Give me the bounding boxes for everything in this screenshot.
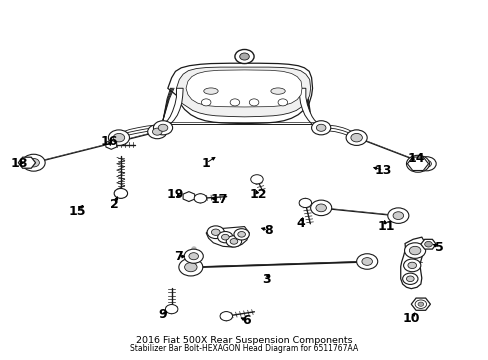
Circle shape	[165, 305, 178, 314]
Circle shape	[217, 231, 232, 243]
Circle shape	[346, 130, 366, 144]
Circle shape	[310, 200, 331, 216]
Text: 17: 17	[210, 193, 228, 206]
Circle shape	[392, 212, 403, 220]
Circle shape	[108, 130, 129, 145]
Circle shape	[278, 99, 287, 106]
Circle shape	[230, 239, 237, 244]
Text: 7: 7	[174, 251, 183, 264]
Circle shape	[237, 231, 245, 237]
Polygon shape	[407, 157, 427, 171]
Circle shape	[220, 312, 232, 321]
Polygon shape	[185, 70, 302, 107]
Circle shape	[194, 194, 206, 203]
Polygon shape	[156, 88, 183, 131]
Text: 5: 5	[434, 240, 443, 253]
Polygon shape	[299, 88, 326, 131]
Text: 1: 1	[202, 157, 210, 170]
Polygon shape	[299, 198, 310, 207]
Circle shape	[28, 158, 40, 167]
Circle shape	[407, 262, 416, 269]
Text: 16: 16	[101, 135, 118, 148]
Text: 14: 14	[407, 152, 424, 165]
Circle shape	[233, 229, 249, 240]
Circle shape	[221, 234, 229, 240]
Circle shape	[356, 254, 377, 269]
Text: 13: 13	[374, 164, 391, 177]
Circle shape	[403, 259, 420, 272]
Polygon shape	[106, 140, 117, 149]
Circle shape	[226, 236, 241, 247]
Polygon shape	[115, 189, 126, 198]
Text: 12: 12	[249, 188, 266, 201]
Circle shape	[411, 159, 423, 168]
Circle shape	[414, 300, 426, 309]
Text: 8: 8	[264, 224, 272, 237]
Polygon shape	[183, 192, 194, 202]
Ellipse shape	[270, 88, 285, 94]
Polygon shape	[206, 226, 249, 247]
Polygon shape	[167, 63, 312, 123]
Circle shape	[179, 258, 203, 276]
Circle shape	[406, 276, 413, 282]
Text: 4: 4	[296, 217, 305, 230]
Text: 15: 15	[69, 204, 86, 217]
Circle shape	[402, 273, 417, 284]
Text: 9: 9	[159, 308, 167, 321]
Circle shape	[184, 262, 197, 272]
Circle shape	[234, 49, 254, 64]
Circle shape	[249, 99, 258, 106]
Circle shape	[417, 302, 423, 306]
Text: Stabilizer Bar Bolt-HEXAGON Head Diagram for 6511767AA: Stabilizer Bar Bolt-HEXAGON Head Diagram…	[130, 344, 358, 353]
Circle shape	[299, 198, 311, 207]
Text: 19: 19	[166, 188, 183, 201]
Circle shape	[147, 125, 166, 139]
Circle shape	[311, 121, 330, 135]
Circle shape	[22, 154, 45, 171]
Circle shape	[316, 124, 325, 131]
Circle shape	[184, 249, 203, 263]
Circle shape	[406, 155, 428, 172]
Circle shape	[207, 226, 224, 239]
Text: 3: 3	[261, 273, 270, 286]
Text: 2: 2	[109, 198, 118, 211]
Polygon shape	[18, 157, 36, 168]
Ellipse shape	[203, 88, 218, 94]
Circle shape	[158, 124, 167, 131]
Circle shape	[421, 160, 430, 167]
Circle shape	[416, 157, 435, 171]
Circle shape	[201, 99, 210, 106]
Text: 10: 10	[402, 312, 419, 325]
Circle shape	[188, 253, 198, 260]
Circle shape	[315, 204, 326, 212]
Text: 18: 18	[11, 157, 28, 170]
Polygon shape	[252, 175, 261, 183]
Circle shape	[211, 229, 220, 235]
Circle shape	[153, 121, 172, 135]
Polygon shape	[195, 194, 205, 203]
Circle shape	[424, 242, 431, 247]
Circle shape	[351, 134, 361, 141]
Circle shape	[361, 258, 372, 265]
Circle shape	[346, 130, 366, 145]
Circle shape	[152, 128, 162, 135]
Circle shape	[114, 189, 127, 198]
Polygon shape	[166, 305, 177, 314]
Text: 6: 6	[242, 314, 250, 327]
Circle shape	[404, 243, 425, 258]
Circle shape	[113, 134, 124, 142]
Circle shape	[350, 134, 362, 142]
Circle shape	[408, 246, 420, 255]
Polygon shape	[400, 237, 425, 289]
Text: 11: 11	[377, 220, 394, 233]
Polygon shape	[176, 67, 310, 117]
Polygon shape	[221, 312, 231, 321]
Circle shape	[250, 175, 263, 184]
Polygon shape	[420, 239, 435, 249]
Circle shape	[239, 53, 249, 60]
Polygon shape	[410, 298, 429, 310]
Circle shape	[387, 208, 408, 224]
Text: 2016 Fiat 500X Rear Suspension Components: 2016 Fiat 500X Rear Suspension Component…	[136, 336, 352, 345]
Circle shape	[230, 99, 239, 106]
